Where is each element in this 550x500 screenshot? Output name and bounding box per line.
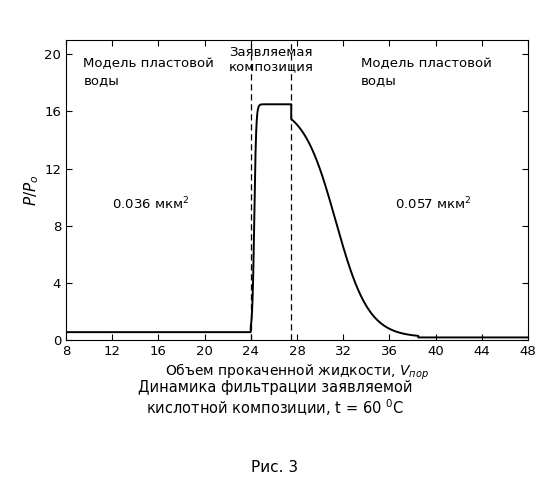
Text: Динамика фильтрации заявляемой: Динамика фильтрации заявляемой [138, 380, 412, 395]
Text: 0.057 мкм$^2$: 0.057 мкм$^2$ [395, 196, 471, 212]
Y-axis label: $P/P_o$: $P/P_o$ [23, 174, 41, 206]
Text: Модель пластовой
воды: Модель пластовой воды [361, 57, 491, 87]
Text: кислотной композиции, t = 60 $^0$C: кислотной композиции, t = 60 $^0$C [146, 397, 404, 418]
Text: Заявляемая
композиция: Заявляемая композиция [229, 46, 314, 74]
X-axis label: Объем прокаченной жидкости, $V_{пор}$: Объем прокаченной жидкости, $V_{пор}$ [165, 362, 429, 382]
Text: Рис. 3: Рис. 3 [251, 460, 299, 475]
Text: Модель пластовой
воды: Модель пластовой воды [84, 57, 214, 87]
Text: 0.036 мкм$^2$: 0.036 мкм$^2$ [112, 196, 189, 212]
